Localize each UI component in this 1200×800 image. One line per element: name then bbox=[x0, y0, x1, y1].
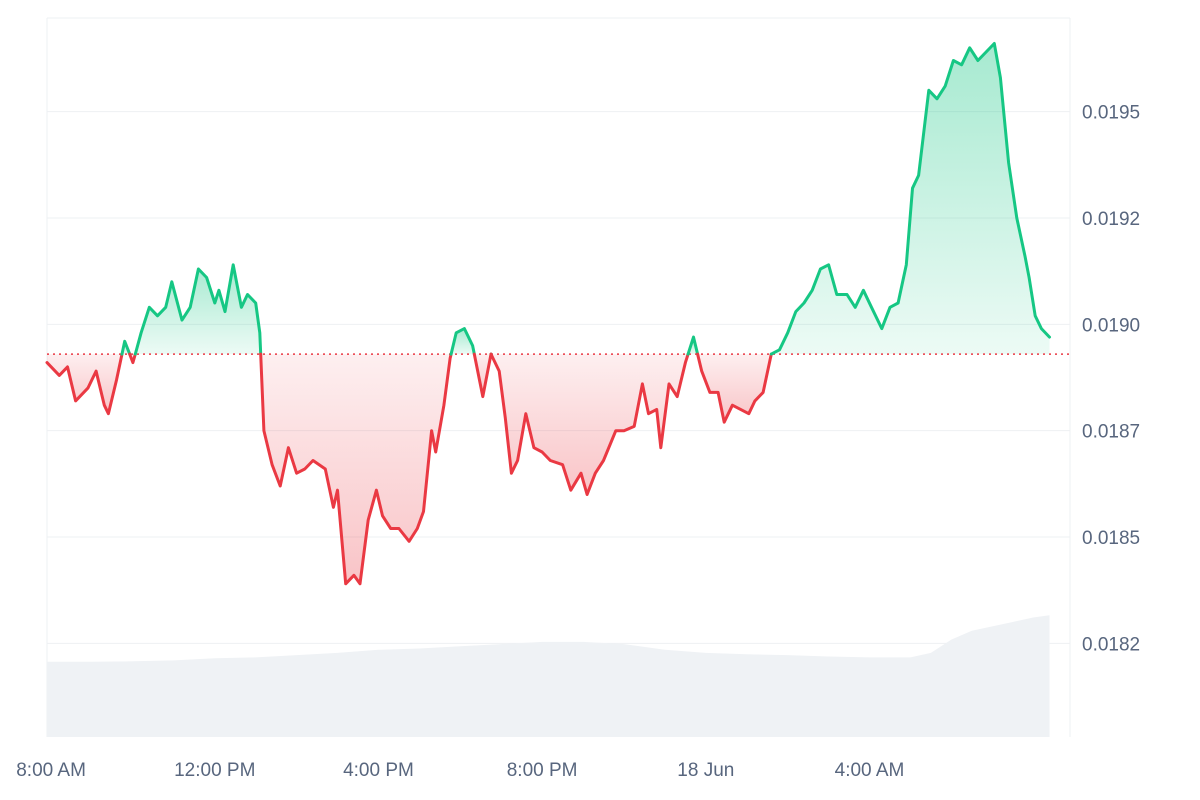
y-tick-label: 0.0182 bbox=[1082, 634, 1140, 655]
x-tick-label: 4:00 AM bbox=[835, 760, 905, 781]
x-tick-label: 8:00 PM bbox=[507, 760, 578, 781]
price-line-down bbox=[128, 352, 137, 365]
x-tick-label: 12:00 PM bbox=[174, 760, 255, 781]
price-area-below-baseline bbox=[260, 354, 452, 584]
y-axis-ticks: 0.0195 0.0192 0.0190 0.0187 0.0185 0.0182 bbox=[1082, 103, 1140, 656]
price-line-down bbox=[696, 352, 773, 424]
y-tick-label: 0.0192 bbox=[1082, 209, 1140, 230]
price-line-up bbox=[769, 42, 1051, 356]
price-area-above-baseline bbox=[771, 43, 1050, 355]
y-tick-label: 0.0195 bbox=[1082, 103, 1140, 124]
price-lines bbox=[45, 42, 1051, 586]
x-tick-label: 18 Jun bbox=[677, 760, 734, 781]
y-tick-label: 0.0185 bbox=[1082, 528, 1140, 549]
price-area-above-baseline bbox=[135, 264, 261, 355]
y-tick-label: 0.0190 bbox=[1082, 315, 1140, 336]
price-line-up bbox=[120, 339, 132, 356]
volume-area bbox=[47, 615, 1050, 737]
price-line-down bbox=[45, 352, 124, 416]
x-tick-label: 4:00 PM bbox=[343, 760, 414, 781]
price-line-down bbox=[472, 352, 493, 399]
price-line-up bbox=[686, 335, 700, 356]
price-area-below-baseline bbox=[474, 354, 491, 397]
volume-area-path bbox=[47, 615, 1050, 737]
price-area-below-baseline bbox=[491, 354, 689, 495]
price-area-fills bbox=[47, 43, 1050, 584]
price-area-below-baseline bbox=[697, 354, 772, 423]
y-tick-label: 0.0187 bbox=[1082, 422, 1140, 443]
price-line-down bbox=[259, 352, 453, 586]
price-line-down bbox=[489, 352, 690, 496]
price-line-up bbox=[133, 263, 263, 356]
x-axis-ticks: 8:00 AM 12:00 PM 4:00 PM 8:00 PM 18 Jun 4:00 … bbox=[16, 760, 904, 781]
x-tick-label: 8:00 AM bbox=[16, 760, 86, 781]
price-line-up bbox=[449, 327, 476, 356]
